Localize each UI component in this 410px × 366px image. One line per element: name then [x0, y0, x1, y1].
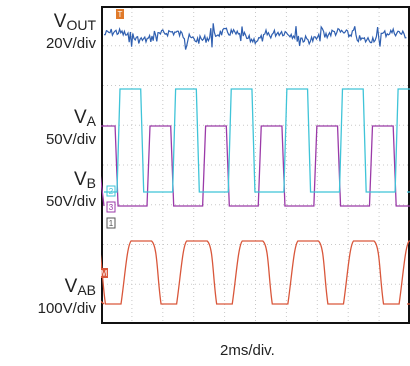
va-name: V — [73, 107, 87, 128]
marker-trigger: T — [116, 9, 124, 19]
marker-ch1: 1 — [106, 217, 116, 229]
trace-vout — [104, 23, 407, 50]
vout-sub: OUT — [66, 17, 96, 33]
va-sub: A — [86, 113, 96, 129]
marker-trigger-text: T — [118, 10, 123, 19]
marker-ch3: 3 — [106, 201, 116, 213]
marker-math-text: M — [101, 269, 108, 278]
scope-screen: T 2 3 1 M — [101, 6, 410, 324]
label-vb: VB 50V/div — [0, 170, 96, 211]
trace-vb — [101, 125, 410, 207]
va-scale: 50V/div — [45, 131, 96, 148]
vab-name: V — [64, 276, 78, 297]
vout-scale: 20V/div — [45, 35, 96, 52]
scope-grid — [103, 8, 408, 322]
marker-ch2-text: 2 — [109, 187, 114, 196]
vab-scale: 100V/div — [37, 300, 96, 317]
marker-ch2: 2 — [106, 185, 116, 197]
label-va: VA 50V/div — [0, 108, 96, 149]
label-vab: VAB 100V/div — [0, 277, 96, 318]
marker-ch3-text: 3 — [109, 203, 114, 212]
timebase-label: 2ms/div. — [220, 342, 275, 359]
marker-ch1-text: 1 — [109, 219, 114, 228]
vout-name: V — [53, 11, 67, 32]
trace-vab — [101, 240, 410, 305]
vb-scale: 50V/div — [45, 193, 96, 210]
marker-math: M — [101, 268, 108, 278]
vab-sub: AB — [77, 282, 96, 298]
label-vout: VOUT 20V/div — [0, 12, 96, 53]
vb-name: V — [73, 169, 87, 190]
vb-sub: B — [86, 175, 96, 191]
trace-va — [104, 88, 410, 193]
